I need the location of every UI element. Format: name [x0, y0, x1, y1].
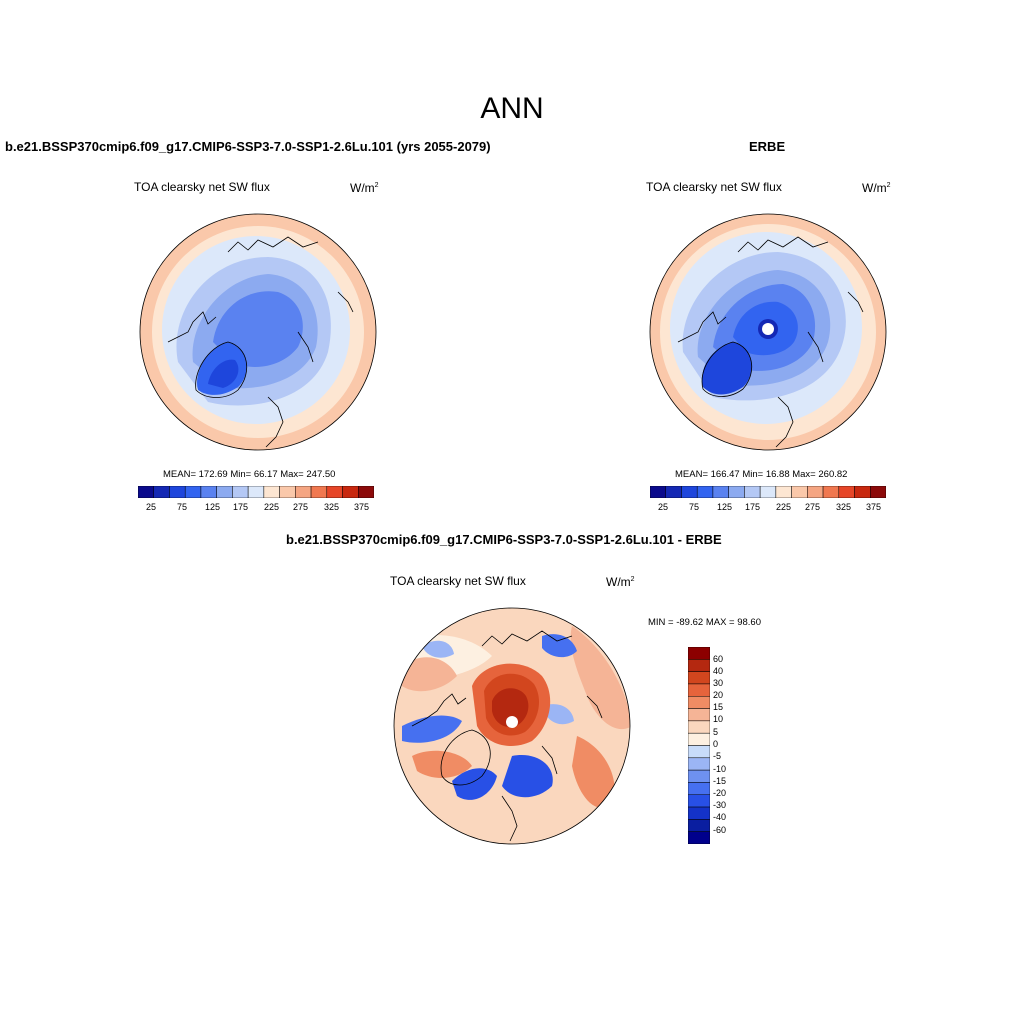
diff-tick-label: -20	[713, 788, 727, 798]
model-tick-label: 375	[354, 502, 370, 512]
model-tick-label: 325	[324, 502, 340, 512]
model-tick-label: 225	[264, 502, 280, 512]
model-colorbar-swatch	[295, 486, 312, 498]
model-colorbar-swatch	[232, 486, 249, 498]
diff-tick-label: 20	[713, 690, 724, 700]
obs-variable-label: TOA clearsky net SW flux	[646, 180, 782, 194]
diff-polar-map	[393, 607, 631, 845]
diff-colorbar-swatch	[688, 671, 710, 685]
diff-colorbar-swatch	[688, 757, 710, 771]
diff-tick-label: -40	[713, 812, 727, 822]
model-colorbar-swatch	[342, 486, 359, 498]
obs-colorbar-swatch	[728, 486, 745, 498]
obs-colorbar-swatch	[650, 486, 666, 498]
model-colorbar-swatch	[216, 486, 233, 498]
obs-colorbar-swatch	[744, 486, 761, 498]
diff-colorbar-ticks: 60 40 30 20 15 10 5 0 -5 -10 -15 -20 -30…	[713, 647, 753, 847]
diff-tick-label: 30	[713, 678, 724, 688]
diff-variable-label: TOA clearsky net SW flux	[390, 574, 526, 588]
model-tick-label: 25	[146, 502, 157, 512]
diff-colorbar-swatch	[688, 683, 710, 697]
diff-tick-label: -30	[713, 800, 727, 810]
model-colorbar-swatch	[184, 486, 202, 498]
model-colorbar-swatch	[326, 486, 343, 498]
diff-colorbar-swatch	[688, 732, 710, 746]
obs-units-label: W/m2	[862, 181, 891, 195]
model-tick-label: 125	[205, 502, 221, 512]
obs-tick-label: 325	[836, 502, 852, 512]
diff-tick-label: 15	[713, 702, 724, 712]
obs-colorbar-ticks: 25 75 125 175 225 275 325 375	[650, 502, 886, 514]
diff-colorbar-swatch	[688, 647, 710, 660]
model-colorbar-swatch	[263, 486, 280, 498]
obs-colorbar-swatch	[838, 486, 855, 498]
diff-colorbar-swatch	[688, 708, 710, 722]
diff-tick-label: 60	[713, 654, 724, 664]
model-colorbar-swatch	[358, 486, 374, 498]
diff-colorbar-swatch	[688, 806, 710, 820]
diff-tick-label: 0	[713, 739, 719, 749]
obs-tick-label: 75	[689, 502, 700, 512]
page-title: ANN	[480, 92, 544, 125]
model-panel-title: b.e21.BSSP370cmip6.f09_g17.CMIP6-SSP3-7.…	[5, 139, 491, 154]
model-colorbar	[138, 486, 374, 498]
model-tick-label: 175	[233, 502, 249, 512]
model-colorbar-ticks: 25 75 125 175 225 275 325 375	[138, 502, 374, 514]
diff-tick-label: 5	[713, 727, 719, 737]
obs-colorbar-swatch	[822, 486, 840, 498]
diff-tick-label: -10	[713, 764, 727, 774]
obs-polar-map	[649, 213, 887, 451]
diff-colorbar-swatch	[688, 720, 710, 734]
diff-colorbar	[688, 647, 710, 844]
obs-tick-label: 225	[776, 502, 792, 512]
diff-tick-label: -60	[713, 825, 727, 835]
model-units-label: W/m2	[350, 181, 379, 195]
model-colorbar-swatch	[200, 486, 217, 498]
obs-colorbar-swatch	[665, 486, 682, 498]
diff-units-label: W/m2	[606, 575, 635, 589]
model-tick-label: 275	[293, 502, 309, 512]
diff-tick-label: 40	[713, 666, 724, 676]
obs-tick-label: 275	[805, 502, 821, 512]
model-colorbar-swatch	[310, 486, 328, 498]
diff-colorbar-swatch	[688, 794, 710, 808]
model-colorbar-swatch	[153, 486, 170, 498]
obs-colorbar-swatch	[854, 486, 871, 498]
obs-colorbar-swatch	[870, 486, 886, 498]
obs-stats: MEAN= 166.47 Min= 16.88 Max= 260.82	[675, 469, 848, 480]
model-colorbar-swatch	[169, 486, 186, 498]
model-colorbar-swatch	[138, 486, 154, 498]
obs-colorbar-swatch	[791, 486, 808, 498]
obs-tick-label: 125	[717, 502, 733, 512]
model-polar-map	[139, 213, 377, 451]
diff-tick-label: -5	[713, 751, 722, 761]
obs-tick-label: 25	[658, 502, 669, 512]
diff-tick-label: 10	[713, 714, 724, 724]
model-tick-label: 75	[177, 502, 188, 512]
diff-stats: MIN = -89.62 MAX = 98.60	[648, 617, 762, 628]
model-stats: MEAN= 172.69 Min= 66.17 Max= 247.50	[163, 469, 336, 480]
model-colorbar-swatch	[247, 486, 265, 498]
diff-colorbar-swatch	[688, 831, 710, 844]
diff-colorbar-swatch	[688, 696, 710, 709]
diff-colorbar-swatch	[688, 659, 710, 672]
model-colorbar-swatch	[279, 486, 296, 498]
diff-colorbar-swatch	[688, 745, 710, 759]
obs-colorbar-swatch	[696, 486, 714, 498]
obs-panel-title: ERBE	[749, 139, 786, 154]
diff-panel-title: b.e21.BSSP370cmip6.f09_g17.CMIP6-SSP3-7.…	[286, 532, 722, 547]
diff-tick-label: -15	[713, 776, 727, 786]
obs-colorbar-swatch	[759, 486, 777, 498]
obs-colorbar-swatch	[681, 486, 698, 498]
diff-colorbar-swatch	[688, 782, 710, 796]
obs-colorbar	[650, 486, 886, 498]
diff-colorbar-swatch	[688, 819, 710, 832]
obs-colorbar-swatch	[775, 486, 792, 498]
obs-tick-label: 175	[745, 502, 761, 512]
diff-colorbar-swatch	[688, 769, 710, 783]
obs-colorbar-swatch	[712, 486, 729, 498]
obs-tick-label: 375	[866, 502, 882, 512]
model-variable-label: TOA clearsky net SW flux	[134, 180, 270, 194]
obs-colorbar-swatch	[807, 486, 824, 498]
